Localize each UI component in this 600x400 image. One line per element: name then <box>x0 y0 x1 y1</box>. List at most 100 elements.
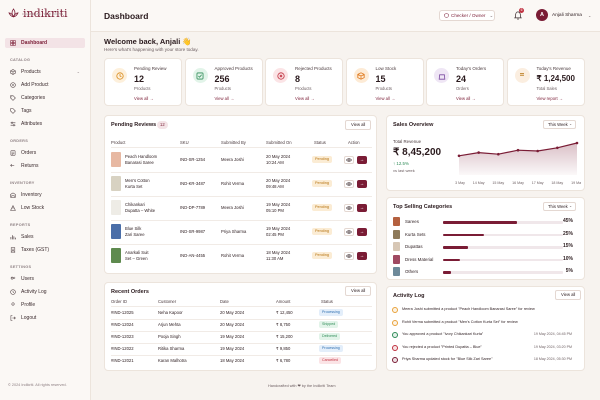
order-amount: ₹ 6,780 <box>276 358 291 363</box>
category-row[interactable]: Kurta Sets 25% <box>393 229 573 240</box>
sales-point[interactable] <box>497 152 500 156</box>
table-row[interactable]: Peach Handloom Banarasi Saree IND-SR-1254 M… <box>105 150 378 172</box>
sidebar-item-low-stock[interactable]: Low Stock <box>5 203 85 213</box>
sidebar-item-attributes[interactable]: Attributes <box>5 119 85 129</box>
sidebar-item-dashboard[interactable]: Dashboard <box>5 38 85 48</box>
activity-item[interactable]: Meera Joshi submitted a product "Peach H… <box>392 306 572 316</box>
table-row[interactable]: #IND-12024 Arjun Mehta 20 May 2024 ₹ 8,750 S… <box>105 320 378 331</box>
sales-point[interactable] <box>575 141 579 145</box>
view-button[interactable] <box>344 180 354 188</box>
category-row[interactable]: Dupattas 15% <box>393 242 573 252</box>
submitted-date: 20 May 2024 <box>266 178 291 183</box>
avatar[interactable]: A <box>536 9 548 21</box>
eye-icon <box>346 230 352 234</box>
sidebar-item-label: Inventory <box>21 192 42 198</box>
category-row[interactable]: Others 5% <box>393 267 573 277</box>
brand-logo[interactable]: indikriti <box>7 7 68 20</box>
product-name: Blue Silk <box>125 226 142 231</box>
nav-section-label: REPORTS <box>10 223 31 227</box>
view-all-link[interactable]: View all → <box>375 96 396 101</box>
sales-point[interactable] <box>516 148 520 152</box>
view-all-link[interactable]: View all → <box>295 96 315 101</box>
category-row[interactable]: Dress Material 10% <box>393 254 573 265</box>
user-name[interactable]: Anjali Sharma <box>552 13 582 18</box>
sales-point[interactable] <box>556 146 559 150</box>
sales-point[interactable] <box>457 154 461 158</box>
activity-item[interactable]: You rejected a product "Printed Dupatta … <box>392 344 572 354</box>
sidebar-item-profile[interactable]: Profile <box>5 300 85 310</box>
sidebar-item-categories[interactable]: Categories <box>5 93 85 103</box>
warehouse-icon <box>10 192 16 198</box>
brand-tagline: CELEBRATE YOUR ROOTS <box>22 13 64 16</box>
table-row[interactable]: Chikankari Dupatta – White IND-DP-7789 Meer… <box>105 198 378 220</box>
activity-item[interactable]: Priya Sharma updated stock for "Blue Sil… <box>392 356 572 366</box>
sidebar-item-label: Attributes <box>21 121 43 127</box>
order-id: #IND-12022 <box>111 346 134 351</box>
activity-item[interactable]: You approved a product "Ivory Chikankari… <box>392 331 572 341</box>
product-name: Chikankari <box>125 202 145 207</box>
clock-icon <box>112 68 127 83</box>
activity-text: Rohit Verma submitted a product "Men's C… <box>402 319 518 324</box>
table-row[interactable]: #IND-12022 Ritika Sharma 19 May 2024 ₹ 9,85… <box>105 344 378 355</box>
view-button[interactable] <box>344 204 354 212</box>
sales-point[interactable] <box>477 151 480 154</box>
activity-item[interactable]: Rohit Verma submitted a product "Men's C… <box>392 319 572 329</box>
sidebar-item-add-product[interactable]: Add Product <box>5 80 85 90</box>
view-all-button[interactable]: View all <box>345 286 372 296</box>
x-tick-label: 15 May <box>492 181 504 185</box>
status-badge: Pending <box>312 204 332 211</box>
sidebar-item-inventory[interactable]: Inventory <box>5 190 85 200</box>
activity-log-panel: Activity Log View all Meera Joshi submit… <box>386 286 585 371</box>
divider <box>111 355 372 356</box>
period-label: This Week <box>548 204 568 209</box>
view-button[interactable] <box>344 156 354 164</box>
activity-icon <box>392 344 398 351</box>
review-button[interactable]: → <box>357 228 367 236</box>
table-row[interactable]: Anarkali Suit Set – Green IND-AN-4455 Rohit… <box>105 246 378 268</box>
clock-icon <box>10 289 16 295</box>
nav-section-label: ORDERS <box>10 139 29 143</box>
role-switcher[interactable]: Checker / Owner ⌄ <box>439 10 495 21</box>
sidebar-item-returns[interactable]: Returns <box>5 161 85 171</box>
table-row[interactable]: Men's Cotton Kurta Set IND-KR-3487 Rohit Ve… <box>105 174 378 196</box>
sidebar-item-tags[interactable]: Tags <box>5 106 85 116</box>
table-row[interactable]: #IND-12021 Karan Malhotra 18 May 2024 ₹ 6,7… <box>105 356 378 367</box>
view-button[interactable] <box>344 252 354 260</box>
view-button[interactable] <box>344 228 354 236</box>
period-select[interactable]: This Week ⌄ <box>543 120 576 129</box>
view-all-button[interactable]: View all <box>345 120 372 130</box>
table-row[interactable]: #IND-12025 Neha Kapoor 20 May 2024 ₹ 12,450… <box>105 308 378 319</box>
view-all-link[interactable]: View all → <box>456 96 476 101</box>
sidebar-item-sales[interactable]: Sales <box>5 232 85 242</box>
sales-point[interactable] <box>536 149 539 153</box>
sidebar-item-label: Categories <box>21 95 46 101</box>
sidebar-item-orders[interactable]: Orders <box>5 148 85 158</box>
sidebar-item-activity-log[interactable]: Activity Log <box>5 287 85 297</box>
view-all-link[interactable]: View all → <box>214 96 235 101</box>
view-all-link[interactable]: View report → <box>536 96 563 101</box>
sidebar-item-taxes-gst[interactable]: Taxes (GST) <box>5 245 85 255</box>
order-id: #IND-12021 <box>111 358 134 363</box>
review-button[interactable]: → <box>357 156 367 164</box>
sidebar-item-users[interactable]: Users <box>5 274 85 284</box>
nav-section-label: SETTINGS <box>10 265 32 269</box>
table-row[interactable]: Blue Silk Zari Saree IND-SR-9987 Priya Shar… <box>105 222 378 244</box>
view-all-button[interactable]: View all <box>555 290 582 300</box>
view-all-link[interactable]: View all → <box>134 96 154 101</box>
table-row[interactable]: #IND-12023 Pooja Singh 19 May 2024 ₹ 15,200… <box>105 332 378 343</box>
category-row[interactable]: Sarees 45% <box>393 217 573 227</box>
review-button[interactable]: → <box>357 252 367 260</box>
customer-name: Pooja Singh <box>158 334 181 339</box>
footer-text: Handcrafted with ❤ by the Indikriti Team <box>268 384 336 388</box>
chevron-down-icon[interactable]: ⌄ <box>588 13 592 18</box>
box-icon <box>10 69 16 75</box>
sidebar-item-logout[interactable]: Logout <box>5 313 85 323</box>
panel-title: Sales Overview <box>393 122 434 128</box>
review-button[interactable]: → <box>357 204 367 212</box>
category-thumbnail <box>393 254 400 264</box>
divider <box>111 220 372 221</box>
sidebar-item-products[interactable]: Products ⌄ <box>5 67 85 77</box>
column-header: Amount <box>276 299 291 304</box>
period-select[interactable]: This Week ⌄ <box>543 202 576 211</box>
review-button[interactable]: → <box>357 180 367 188</box>
